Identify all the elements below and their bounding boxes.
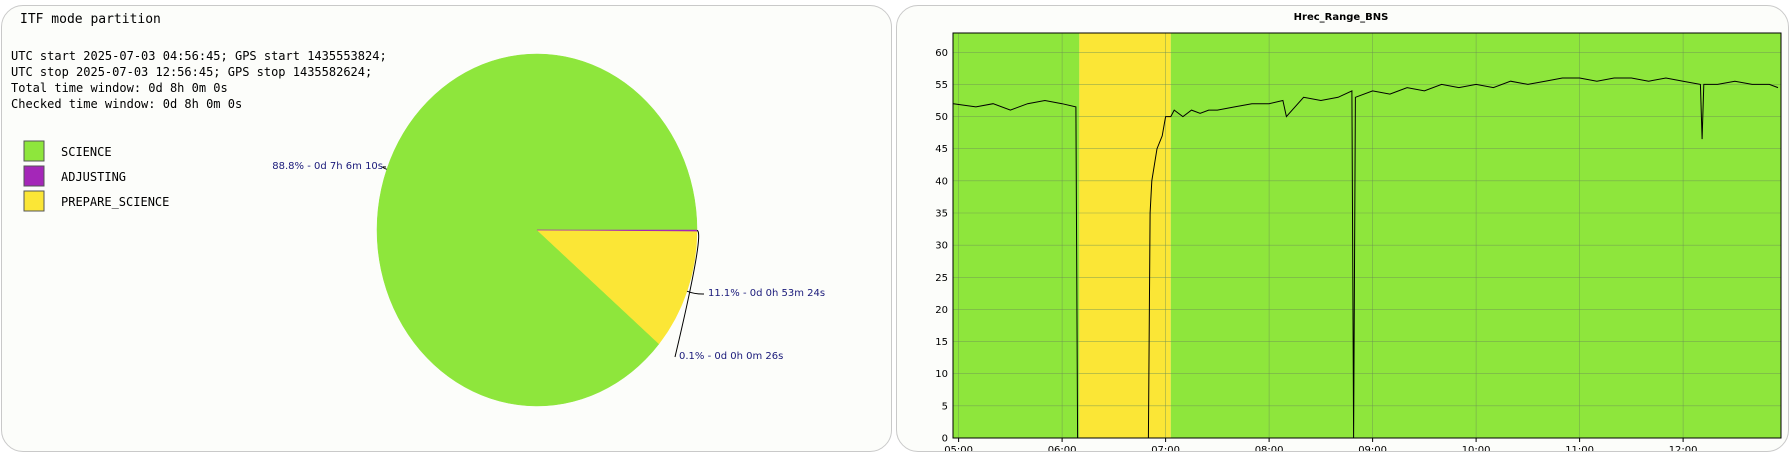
y-tick-label: 10 (935, 369, 948, 380)
x-tick-label: 11:00 (1565, 445, 1594, 452)
info-line-checked-window: Checked time window: 0d 8h 0m 0s (11, 97, 242, 111)
y-tick-label: 30 (935, 241, 948, 252)
y-tick-label: 50 (935, 112, 948, 123)
x-tick-label: 12:00 (1669, 445, 1698, 452)
y-tick-label: 40 (935, 176, 948, 187)
info-line-utc-stop: UTC stop 2025-07-03 12:56:45; GPS stop 1… (11, 65, 372, 79)
x-tick-label: 10:00 (1462, 445, 1491, 452)
mode-band-science (953, 33, 1080, 438)
pie-slice-label-science: 88.8% - 0d 7h 6m 10s (272, 161, 383, 172)
mode-partition-panel: ITF mode partition UTC start 2025-07-03 … (1, 5, 892, 452)
pie-leader-line (686, 290, 705, 295)
x-tick-label: 06:00 (1048, 445, 1077, 452)
legend-label-prepare-science: PREPARE_SCIENCE (61, 195, 169, 209)
legend-swatch-science (23, 140, 45, 162)
mode-band-prepare-science (1079, 33, 1171, 438)
y-tick-label: 45 (935, 144, 948, 155)
x-tick-label: 08:00 (1255, 445, 1284, 452)
pie-leader-line (674, 230, 700, 358)
pie-title: ITF mode partition (20, 12, 161, 27)
y-tick-label: 60 (935, 48, 948, 59)
pie-leader-line (382, 166, 387, 170)
legend-label-science: SCIENCE (61, 145, 112, 159)
info-line-utc-start: UTC start 2025-07-03 04:56:45; GPS start… (11, 49, 387, 63)
y-tick-label: 20 (935, 305, 948, 316)
pie-chart: 88.8% - 0d 7h 6m 10s 11.1% - 0d 0h 53m 24… (272, 53, 825, 407)
pie-slice-label-prepare-science: 11.1% - 0d 0h 53m 24s (708, 288, 825, 299)
hrec-range-panel: Hrec_Range_BNS 0 5 10 15 20 25 30 35 40 45 50 55 60 0… (896, 5, 1789, 452)
legend-swatch-adjusting (23, 165, 45, 187)
line-chart-title: Hrec_Range_BNS (1294, 12, 1389, 23)
y-tick-label: 25 (935, 273, 948, 284)
x-tick-label: 05:00 (944, 445, 973, 452)
pie-slice-label-adjusting: 0.1% - 0d 0h 0m 26s (679, 351, 783, 362)
x-tick-label: 07:00 (1151, 445, 1180, 452)
mode-partition-figure: ITF mode partition UTC start 2025-07-03 … (11, 12, 825, 407)
series-line-hrec-range-bns (953, 77, 1779, 439)
y-tick-label: 0 (942, 434, 948, 445)
info-line-total-window: Total time window: 0d 8h 0m 0s (11, 81, 228, 95)
y-tick-label: 5 (942, 401, 948, 412)
legend-label-adjusting: ADJUSTING (61, 170, 126, 184)
x-tick-label: 09:00 (1358, 445, 1387, 452)
y-tick-label: 15 (935, 337, 948, 348)
line-chart: 0 5 10 15 20 25 30 35 40 45 50 55 60 05:00 06:00 07:00 0… (935, 32, 1782, 452)
hrec-range-figure: Hrec_Range_BNS 0510152025303540455055600… (935, 12, 1782, 452)
plot-frame (952, 32, 1782, 439)
legend-swatch-prepare-science (23, 190, 45, 212)
y-tick-label: 35 (935, 209, 948, 220)
y-tick-label: 55 (935, 80, 948, 91)
